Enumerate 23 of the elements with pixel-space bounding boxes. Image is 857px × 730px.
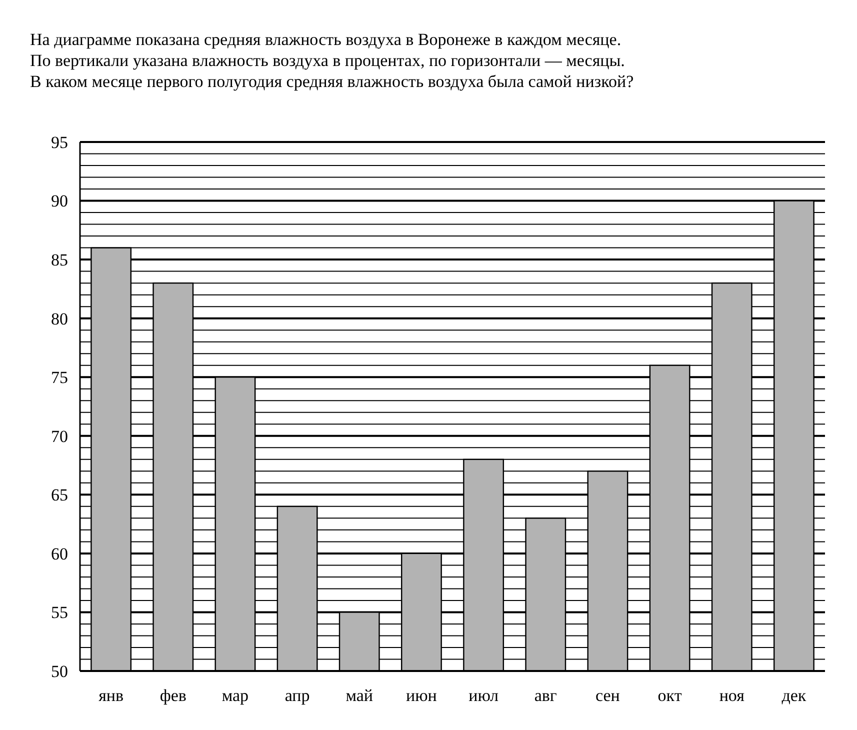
y-tick-label: 60: [51, 544, 68, 564]
y-tick-label: 55: [51, 603, 68, 622]
y-tick-label: 85: [51, 250, 68, 270]
chart-title: На диаграмме показана средняя влажность воздуха в Воронеже в каждом месяце. По вертикали указана влажность воздуха в процентах, по горизонтали — месяцы. В каком месяце первого полугодия средняя влажность воздуха была самой низкой?: [30, 30, 634, 91]
y-tick-label: 80: [51, 309, 68, 328]
y-tick-label: 90: [51, 192, 68, 211]
x-tick-label: фев: [160, 686, 186, 705]
x-tick-label: июл: [468, 686, 499, 705]
x-tick-label: авг: [534, 686, 557, 705]
x-tick-label: июн: [406, 686, 437, 705]
y-tick-label: 65: [51, 486, 68, 505]
x-tick-label: окт: [658, 686, 682, 705]
y-tick-label: 70: [51, 426, 68, 446]
x-tick-label: ноя: [719, 686, 745, 705]
y-tick-label: 50: [51, 662, 68, 681]
x-tick-label: апр: [284, 686, 310, 705]
x-tick-label: янв: [98, 686, 124, 705]
x-tick-label: дек: [782, 686, 807, 705]
x-tick-label: мар: [222, 686, 249, 705]
x-tick-label: сен: [596, 686, 620, 705]
y-tick-label: 75: [51, 368, 68, 388]
y-tick-label: 95: [51, 132, 68, 152]
x-tick-label: май: [346, 686, 374, 705]
